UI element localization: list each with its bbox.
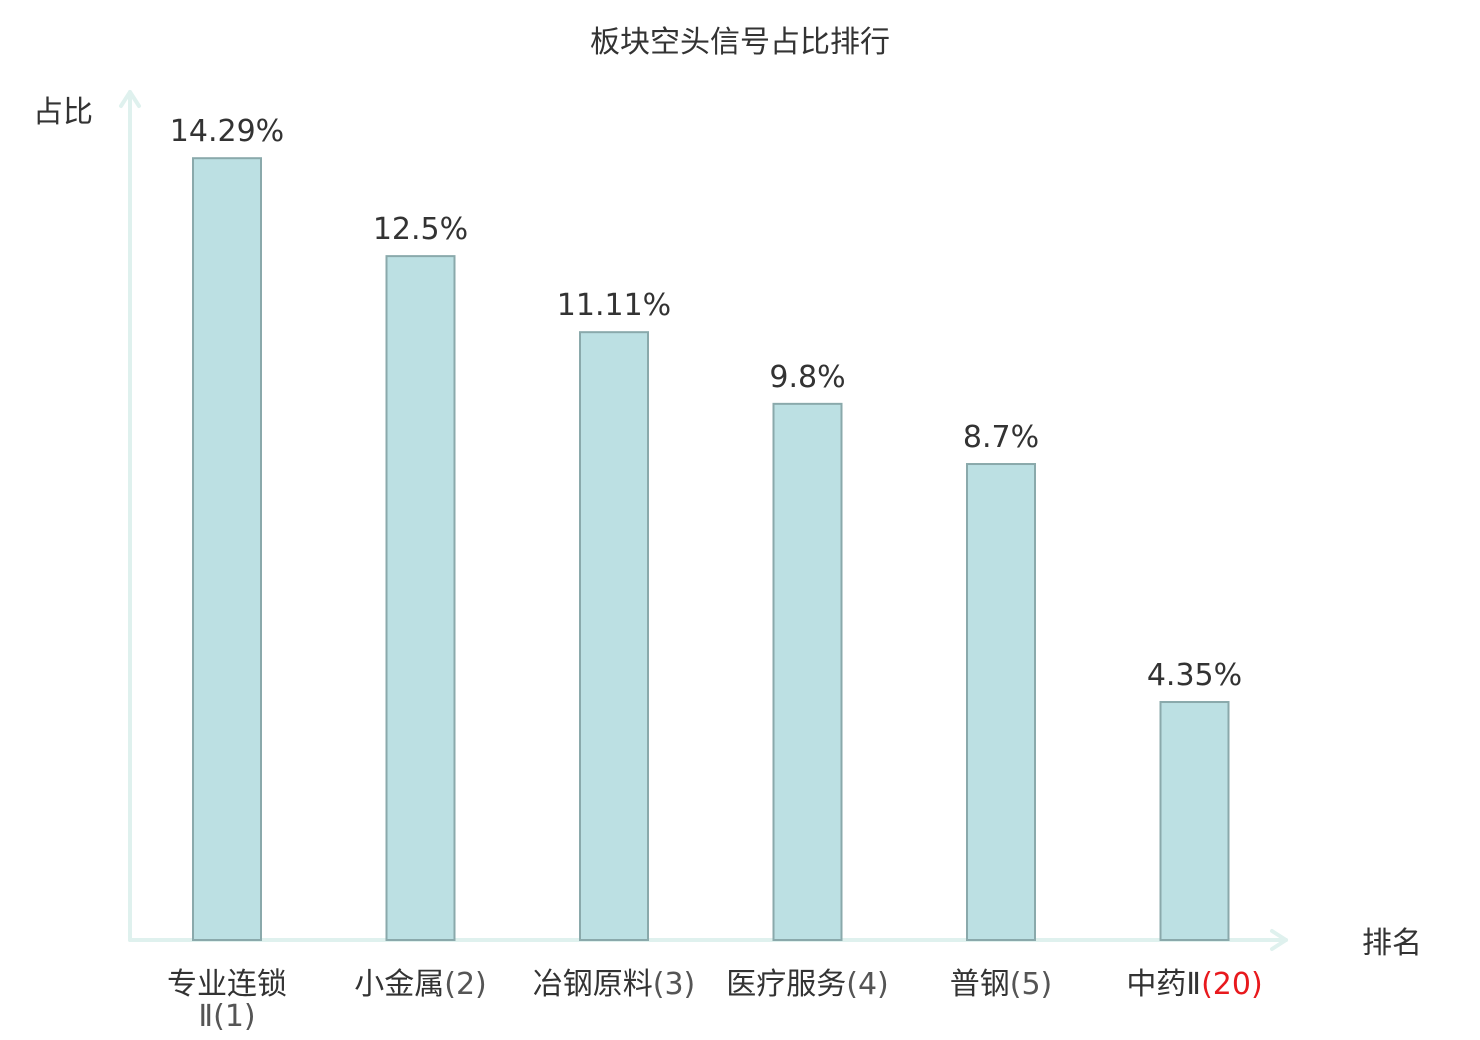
x-tick-category-name: 冶钢原料 (533, 967, 653, 1002)
bar-value-label: 11.11% (557, 288, 671, 323)
x-tick-rank: (3) (653, 967, 696, 1002)
x-tick-label: 小金属(2) (354, 967, 487, 1002)
x-tick-category-name: 专业连锁 (167, 967, 287, 1002)
x-tick-category-name: 中药Ⅱ (1126, 967, 1201, 1002)
bar (966, 463, 1036, 941)
bar (385, 255, 456, 941)
bar (579, 331, 649, 941)
x-tick-rank: (2) (444, 967, 487, 1002)
x-axis-arrow (1270, 929, 1288, 951)
x-tick-category-name: 普钢 (950, 967, 1010, 1002)
x-tick-category-name: 小金属 (354, 967, 444, 1002)
bar (192, 157, 262, 941)
x-tick-label: 医疗服务(4) (726, 967, 889, 1002)
x-tick-label: 普钢(5) (950, 967, 1053, 1002)
bar-value-label: 8.7% (963, 420, 1039, 455)
bar-value-label: 4.35% (1147, 658, 1242, 693)
bar-value-label: 14.29% (170, 114, 284, 149)
bar-value-label: 9.8% (769, 360, 845, 395)
bar-value-label: 12.5% (373, 212, 468, 247)
x-tick-rank: (4) (846, 967, 889, 1002)
y-axis-label: 占比 (33, 95, 93, 130)
x-tick-label: 专业连锁 (167, 967, 287, 1002)
x-tick-label: 冶钢原料(3) (533, 967, 696, 1002)
x-tick-rank: (5) (1010, 967, 1053, 1002)
chart-title: 板块空头信号占比排行 (590, 25, 890, 60)
x-axis-label: 排名 (1362, 926, 1422, 961)
bars-group (192, 157, 1230, 941)
x-tick-label: 中药Ⅱ(20) (1126, 967, 1262, 1002)
x-tick-rank: (20) (1201, 967, 1263, 1002)
bar (772, 402, 843, 941)
value-labels-group: 14.29% 12.5% 11.11% 9.8% 8.7% 4.35% (170, 114, 1242, 693)
bar (1159, 701, 1230, 941)
x-tick-category-name: 医疗服务 (726, 967, 846, 1002)
y-axis-arrow (119, 90, 141, 108)
x-tick-label-line2: Ⅱ(1) (198, 999, 255, 1034)
